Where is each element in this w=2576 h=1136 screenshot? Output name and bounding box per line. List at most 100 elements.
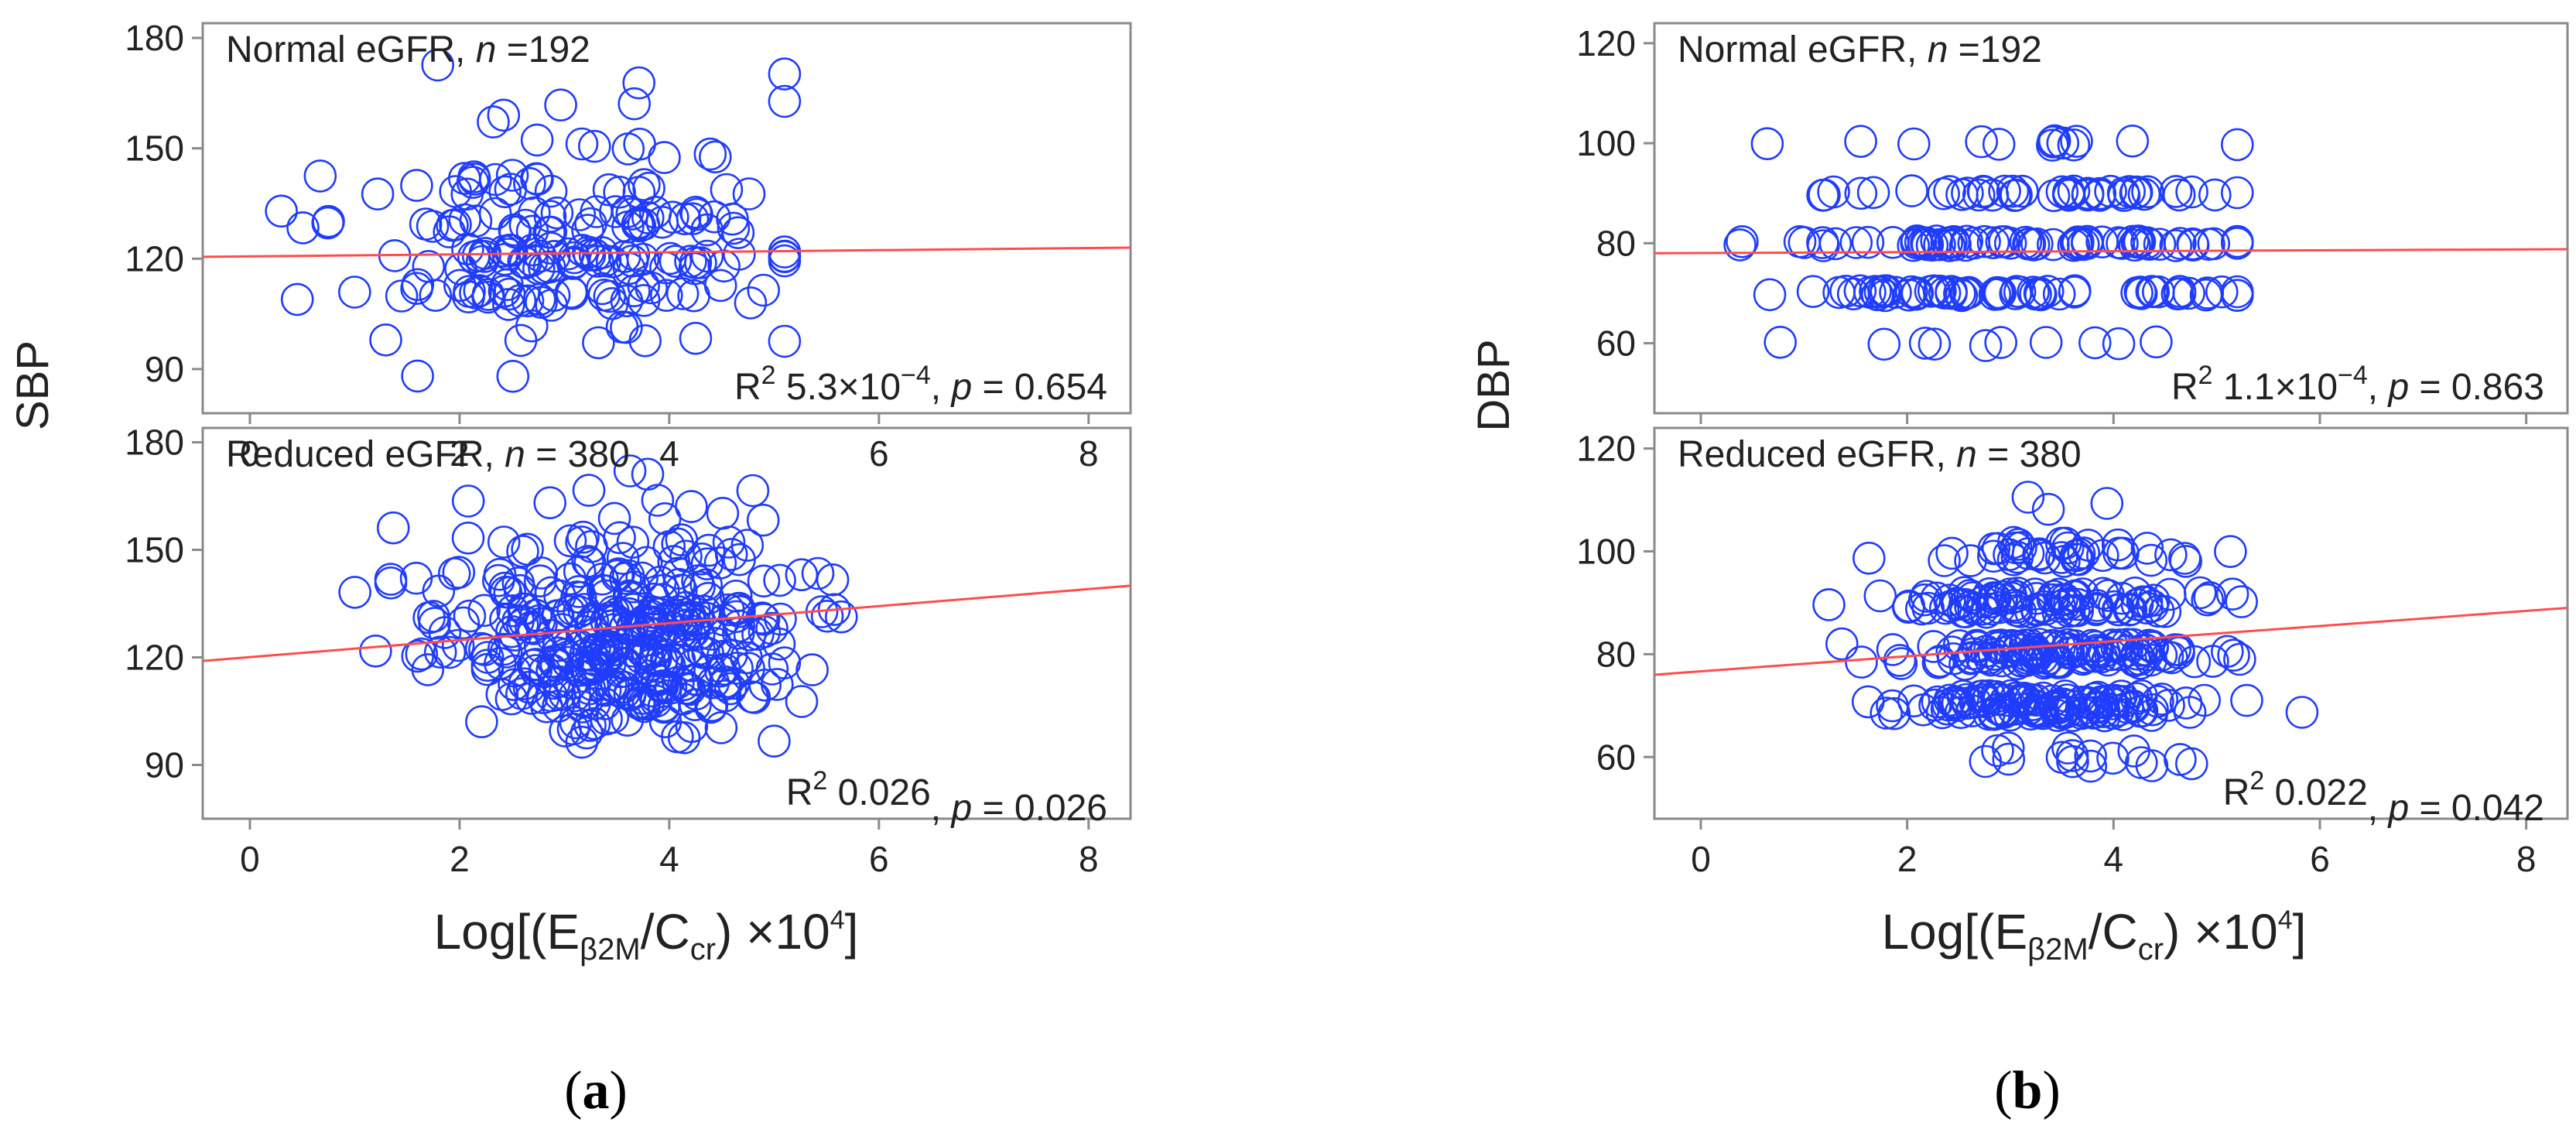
- plot-reduced-dbp: 60 80 100 120 0 2 4 6 8 Reduced eGFR, n = 380 R2 0…: [1576, 426, 2569, 879]
- scatter-point: [2163, 275, 2197, 308]
- x-tick-label: 6: [869, 433, 889, 474]
- y-tick-label: 60: [1596, 737, 1636, 777]
- scatter-point: [2148, 594, 2182, 628]
- scatter-point: [717, 211, 751, 245]
- scatter-point: [2125, 746, 2158, 779]
- scatter-point: [488, 175, 522, 209]
- scatter-point: [679, 688, 712, 722]
- scatter-point: [2000, 178, 2033, 212]
- plot-reduced-sbp: 90 120 150 180 0 2 4 6 8 Reduced eGFR, n = 380 R2 …: [125, 423, 1132, 879]
- scatter-point: [2012, 227, 2045, 261]
- scatter-point: [558, 679, 592, 713]
- scatter-point: [2085, 225, 2119, 259]
- scatter-point: [338, 576, 371, 609]
- x-tick-label: 6: [869, 839, 889, 879]
- scatter-point: [1954, 590, 1987, 624]
- scatter-point: [2020, 639, 2054, 673]
- scatter-point: [2042, 277, 2076, 311]
- scatter-point: [1787, 226, 1822, 259]
- panel-b-label: (b): [1994, 1061, 2061, 1121]
- scatter-point: [2136, 275, 2171, 309]
- scatter-point: [692, 533, 726, 567]
- scatter-point: [535, 618, 568, 652]
- scatter-point: [574, 610, 607, 644]
- scatter-point: [2087, 695, 2120, 728]
- scatter-point: [401, 639, 435, 673]
- scatter-point: [2221, 176, 2254, 210]
- scatter-point: [496, 359, 530, 393]
- scatter-point: [1897, 684, 1931, 718]
- scatter-point: [493, 576, 527, 610]
- scatter-point: [559, 706, 593, 740]
- x-tick-label: 8: [2516, 839, 2537, 879]
- scatter-point: [1993, 577, 2027, 611]
- regression-stats: R2 5.3×10−4, p = 0.654: [734, 361, 1107, 408]
- scatter-point: [2019, 277, 2052, 311]
- scatter-point: [2134, 543, 2168, 577]
- scatter-point: [1928, 544, 1961, 577]
- scatter-point: [1982, 128, 2016, 161]
- scatter-point: [2175, 175, 2208, 209]
- scatter-point: [1976, 226, 2010, 260]
- panel-b-xlabel: Log[(Eβ2M/Ccr) ×104]: [1882, 904, 2307, 967]
- scatter-point: [747, 602, 781, 636]
- scatter-point: [1954, 544, 1987, 577]
- scatter-point: [2154, 538, 2188, 572]
- scatter-point: [2112, 175, 2146, 208]
- scatter-point: [369, 323, 402, 357]
- scatter-point: [451, 232, 484, 266]
- scatter-point: [2102, 684, 2136, 718]
- x-tick-label: 2: [450, 433, 470, 474]
- scatter-point: [1917, 630, 1950, 663]
- scatter-point: [453, 599, 487, 633]
- scatter-point: [1845, 645, 1878, 679]
- scatter-point: [712, 525, 746, 559]
- scatter-point: [2130, 585, 2164, 619]
- scatter-point: [1915, 228, 1949, 262]
- scatter-point: [359, 634, 392, 668]
- scatter-point: [479, 163, 512, 197]
- scatter-point: [504, 323, 538, 358]
- scatter-point: [2143, 228, 2177, 262]
- scatter-point: [1968, 224, 2001, 258]
- scatter-point: [675, 490, 708, 523]
- scatter-point: [2036, 128, 2069, 162]
- scatter-point: [1825, 627, 1859, 661]
- scatter-point: [1933, 175, 1966, 208]
- scatter-point: [747, 564, 781, 598]
- x-tick-label: 2: [1897, 839, 1917, 879]
- scatter-point: [446, 606, 481, 640]
- scatter-point: [400, 169, 433, 202]
- scatter-point: [730, 529, 765, 562]
- scatter-point: [2158, 633, 2191, 666]
- scatter-point: [2070, 686, 2103, 719]
- scatter-point: [679, 321, 713, 355]
- scatter-point: [615, 197, 649, 231]
- scatter-point: [2058, 275, 2092, 309]
- x-tick-label: 4: [659, 839, 679, 879]
- x-tick-label: 4: [2104, 839, 2124, 879]
- scatter-point: [2074, 739, 2107, 773]
- scatter-point: [632, 171, 665, 205]
- scatter-point: [423, 635, 457, 669]
- scatter-point: [537, 666, 571, 700]
- scatter-point: [2130, 532, 2164, 565]
- scatter-point: [1977, 532, 2011, 566]
- scatter-point: [641, 484, 675, 517]
- scatter-point: [825, 600, 858, 634]
- scatter-point: [1839, 226, 1873, 259]
- scatter-point: [1863, 275, 1897, 309]
- scatter-point: [416, 210, 450, 243]
- scatter-point: [582, 326, 615, 360]
- scatter-point: [2168, 542, 2201, 575]
- scatter-point: [544, 88, 577, 121]
- scatter-point: [641, 663, 675, 697]
- scatter-point: [265, 194, 298, 228]
- y-tick-label: 90: [145, 349, 184, 389]
- scatter-point: [1877, 696, 1911, 731]
- scatter-point: [768, 646, 802, 679]
- scatter-point: [1984, 628, 2018, 662]
- scatter-point: [400, 272, 433, 306]
- scatter-point: [280, 282, 314, 317]
- x-tick-label: 4: [659, 433, 679, 474]
